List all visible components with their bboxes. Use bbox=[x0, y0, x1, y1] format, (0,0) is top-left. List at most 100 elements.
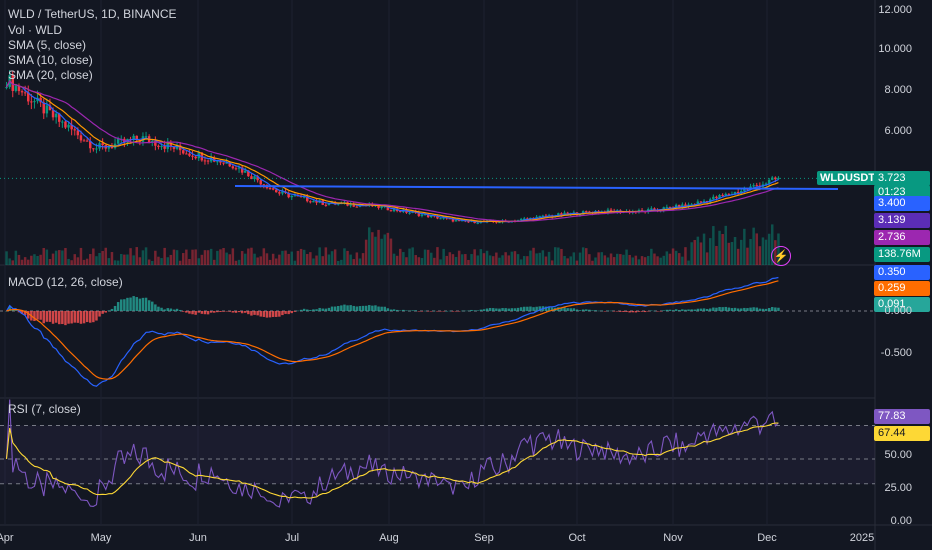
volume-bar bbox=[606, 257, 610, 265]
macd-histogram-bar bbox=[461, 310, 464, 312]
candle-body bbox=[389, 210, 393, 212]
volume-bar bbox=[194, 249, 197, 265]
volume-bar bbox=[709, 238, 712, 265]
macd-histogram-bar bbox=[488, 307, 492, 311]
volume-bar bbox=[203, 250, 207, 265]
time-label: 2025 bbox=[849, 532, 875, 544]
macd-histogram-bar bbox=[79, 311, 83, 324]
volume-bar bbox=[495, 252, 498, 265]
volume-bar bbox=[113, 260, 117, 265]
candle-body bbox=[14, 85, 18, 91]
symbol-badge[interactable]: WLDUSDT bbox=[817, 171, 878, 185]
volume-bar bbox=[23, 257, 27, 265]
macd-histogram-bar bbox=[575, 309, 579, 311]
volume-bar bbox=[414, 255, 417, 265]
candle-body bbox=[538, 215, 541, 217]
macd-histogram-bar bbox=[755, 307, 758, 311]
candle-body bbox=[160, 146, 163, 148]
volume-bar bbox=[628, 254, 631, 265]
volume-bar bbox=[439, 259, 442, 265]
candle-body bbox=[467, 221, 470, 223]
candle-body bbox=[157, 145, 160, 147]
macd-histogram-bar bbox=[389, 309, 393, 311]
candle-body bbox=[268, 188, 272, 190]
indicator-sma10[interactable]: SMA (10, close) bbox=[8, 53, 93, 67]
volume-bar bbox=[479, 249, 483, 265]
volume-bar bbox=[147, 259, 151, 265]
candle-body bbox=[194, 156, 197, 159]
macd-histogram-bar bbox=[337, 306, 340, 311]
volume-bar bbox=[228, 254, 231, 265]
volume-bar bbox=[467, 259, 470, 265]
volume-bar bbox=[674, 250, 678, 265]
volume-bar bbox=[399, 248, 402, 265]
volume-bar bbox=[640, 256, 644, 265]
volume-bar bbox=[690, 242, 693, 265]
macd-histogram-bar bbox=[216, 311, 219, 313]
volume-bar bbox=[442, 248, 445, 265]
macd-line bbox=[6, 280, 779, 380]
volume-bar bbox=[566, 258, 569, 265]
indicator-volume[interactable]: Vol · WLD bbox=[8, 23, 63, 37]
candle-body bbox=[733, 191, 737, 195]
volume-bar bbox=[684, 247, 687, 265]
macd-histogram-bar bbox=[513, 308, 517, 311]
macd-histogram-bar bbox=[126, 297, 129, 311]
volume-bar bbox=[318, 247, 321, 265]
volume-bar bbox=[662, 255, 665, 265]
macd-histogram-bar bbox=[709, 308, 712, 311]
macd-histogram-bar bbox=[281, 311, 284, 316]
volume-bar bbox=[656, 256, 659, 265]
candle-body bbox=[54, 113, 58, 118]
candle-body bbox=[578, 214, 582, 216]
macd-histogram-bar bbox=[163, 309, 166, 311]
candle-body bbox=[380, 206, 383, 208]
volume-bar bbox=[154, 250, 157, 265]
volume-bar bbox=[222, 247, 225, 265]
rsi-pane[interactable] bbox=[0, 399, 875, 508]
candle-body bbox=[420, 214, 424, 216]
volume-bar bbox=[619, 254, 622, 265]
macd-histogram-bar bbox=[36, 311, 39, 320]
lightning-icon[interactable]: ⚡ bbox=[771, 246, 791, 266]
candle-body bbox=[461, 220, 464, 222]
macd-value-tag: 0.350 bbox=[874, 265, 930, 280]
time-label: Apr bbox=[0, 532, 14, 544]
candle-body bbox=[240, 167, 244, 173]
macd-histogram-bar bbox=[523, 306, 526, 311]
macd-pane[interactable] bbox=[0, 276, 875, 387]
macd-title[interactable]: MACD (12, 26, close) bbox=[8, 275, 123, 289]
candle-body bbox=[640, 210, 644, 212]
volume-bar bbox=[702, 233, 706, 265]
macd-histogram-bar bbox=[312, 309, 315, 311]
volume-bar bbox=[64, 248, 67, 265]
candle-body bbox=[417, 212, 421, 216]
macd-histogram-bar bbox=[578, 310, 582, 311]
macd-histogram-bar bbox=[54, 311, 58, 323]
indicator-sma5[interactable]: SMA (5, close) bbox=[8, 38, 87, 52]
candle-body bbox=[191, 155, 194, 157]
macd-histogram-bar bbox=[684, 309, 687, 311]
macd-histogram-bar bbox=[603, 311, 607, 312]
volume-bar bbox=[445, 255, 448, 265]
volume-bar bbox=[650, 248, 653, 265]
indicator-sma20[interactable]: SMA (20, close) bbox=[8, 68, 93, 82]
candlesticks[interactable] bbox=[5, 69, 780, 225]
candle-body bbox=[386, 206, 390, 211]
macd-histogram-bar bbox=[569, 308, 572, 311]
volume-bar bbox=[581, 247, 585, 265]
rsi-title[interactable]: RSI (7, close) bbox=[8, 402, 81, 416]
macd-histogram-bar bbox=[225, 311, 228, 312]
volume-bar bbox=[200, 254, 204, 265]
macd-histogram-bar bbox=[20, 311, 24, 315]
macd-histogram-bar bbox=[364, 305, 368, 311]
macd-histogram-bar bbox=[538, 306, 541, 311]
macd-histogram-bar bbox=[774, 307, 777, 311]
rsi-line bbox=[5, 422, 779, 499]
volume-bar bbox=[510, 251, 514, 265]
candle-body bbox=[178, 145, 182, 151]
volume-bar bbox=[368, 227, 371, 265]
volume-bar bbox=[681, 256, 684, 265]
candle-body bbox=[39, 97, 42, 103]
